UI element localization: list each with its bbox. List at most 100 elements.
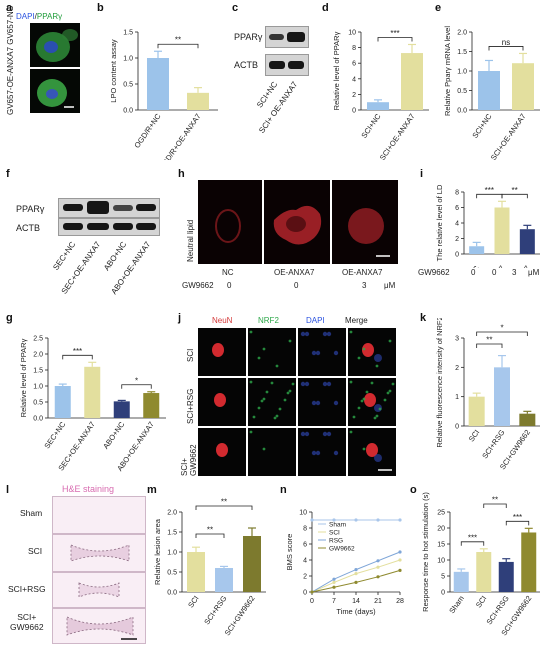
data-point bbox=[398, 550, 402, 554]
nrf2-signal bbox=[383, 398, 387, 402]
nrf2-signal bbox=[378, 407, 382, 411]
data-point bbox=[310, 590, 314, 594]
bar bbox=[498, 561, 514, 592]
data-point bbox=[354, 572, 358, 576]
sig-bracket bbox=[121, 384, 152, 389]
y-axis-label: Relative Pparγ mRNA level bbox=[443, 26, 452, 116]
y-tick-label: 1.0 bbox=[33, 384, 43, 391]
he-rsg-lesion bbox=[78, 582, 120, 598]
panel-label-h: h bbox=[178, 168, 185, 180]
nrf2-signal bbox=[370, 381, 374, 385]
h-gw-label: GW9662 bbox=[182, 281, 214, 290]
if-image-grid bbox=[198, 328, 398, 478]
data-point bbox=[332, 585, 336, 589]
if-image-content bbox=[216, 443, 228, 457]
band bbox=[113, 223, 133, 230]
series-line bbox=[311, 559, 401, 593]
x-axis-label: Time (days) bbox=[336, 607, 376, 616]
y-tick-label: 1 bbox=[455, 394, 459, 401]
nrf2-signal bbox=[257, 356, 261, 360]
panel-label-b: b bbox=[97, 2, 104, 14]
lipid-cell-oe bbox=[273, 205, 322, 245]
y-tick-label: 4 bbox=[303, 558, 307, 565]
row-label-oe: GV657-OE-ANXA7 bbox=[6, 44, 15, 115]
nrf2-signal bbox=[270, 381, 274, 385]
sig-bracket bbox=[501, 193, 528, 199]
sig-label: * bbox=[135, 376, 138, 385]
if-image-cell bbox=[198, 328, 246, 376]
nrf2-signal bbox=[286, 391, 290, 395]
chart-o: 0 5 10 15 20 25 Response time to hot stimulati… bbox=[421, 492, 540, 637]
nrf2-signal bbox=[262, 397, 266, 401]
y-tick-label: 0 bbox=[303, 590, 307, 597]
he-row-rsg: SCI+RSG bbox=[8, 584, 46, 594]
y-tick-label: 8 bbox=[455, 190, 459, 197]
y-tick-label: 2 bbox=[352, 92, 356, 99]
y-tick-label: 10 bbox=[299, 510, 307, 517]
neuron-signal bbox=[362, 343, 374, 357]
sig-bracket bbox=[460, 541, 485, 546]
panel-label-n: n bbox=[280, 484, 287, 496]
y-tick-label: 0 bbox=[352, 108, 356, 115]
y-tick-label: 6 bbox=[455, 205, 459, 212]
neuron-signal bbox=[364, 393, 376, 407]
sig-bracket bbox=[488, 46, 524, 51]
if-image-cell bbox=[298, 428, 346, 476]
neuron-signal bbox=[366, 443, 378, 457]
x-tick-label: SCI+RSG bbox=[202, 594, 228, 626]
y-tick-label: 0.0 bbox=[167, 590, 177, 597]
i-gw-label: GW9662 bbox=[418, 268, 450, 277]
sig-bracket bbox=[476, 193, 503, 199]
nrf2-signal bbox=[375, 364, 379, 368]
blot-c-actb bbox=[265, 54, 309, 76]
if-image-content bbox=[300, 431, 339, 456]
he-gw-lesion bbox=[66, 616, 137, 640]
dapi-signal bbox=[300, 431, 306, 437]
x-tick-label: SCI bbox=[474, 594, 489, 609]
he-sci-lesion bbox=[70, 544, 130, 562]
band bbox=[63, 204, 83, 211]
x-tick-label: SCI+NC bbox=[470, 112, 494, 140]
if-image-content bbox=[249, 380, 295, 420]
i-gw-0a: 0 bbox=[471, 268, 476, 277]
x-tick-label: 21 bbox=[374, 598, 382, 605]
data-point bbox=[376, 518, 380, 522]
bar bbox=[453, 571, 469, 592]
nrf2-signal bbox=[357, 406, 361, 410]
bar bbox=[215, 568, 233, 592]
sig-label: *** bbox=[513, 513, 522, 522]
x-tick-label: 0 bbox=[310, 598, 314, 605]
data-point bbox=[376, 575, 380, 579]
h-gw-0b: 0 bbox=[294, 281, 299, 290]
h-col-oe: OE-ANXA7 bbox=[274, 268, 315, 277]
blot-f-control: ACTB bbox=[16, 223, 41, 233]
y-tick-label: 3 bbox=[455, 336, 459, 343]
nrf2-signal bbox=[386, 391, 390, 395]
if-image-content bbox=[300, 381, 339, 406]
x-tick-label: ABO+NC bbox=[101, 420, 127, 451]
bar bbox=[512, 63, 534, 110]
cell-image-oe bbox=[37, 79, 74, 108]
row-label-nc: GV657-NC bbox=[6, 5, 15, 45]
band bbox=[269, 61, 285, 69]
dapi-signal bbox=[315, 350, 321, 356]
chart-g: 0.0 0.5 1.0 1.5 2.0 2.5 Relative level of PPAR… bbox=[19, 336, 166, 473]
y-tick-label: 25 bbox=[437, 510, 445, 517]
bar bbox=[187, 552, 205, 592]
nrf2-signal bbox=[275, 364, 279, 368]
nrf2-signal bbox=[352, 415, 356, 419]
panel-label-m: m bbox=[147, 484, 157, 496]
nrf2-signal bbox=[262, 347, 266, 351]
data-point bbox=[376, 565, 380, 569]
dapi-signal bbox=[333, 400, 339, 406]
panel-label-c: c bbox=[232, 2, 239, 14]
sig-label: ** bbox=[221, 498, 227, 507]
dapi-signal bbox=[322, 431, 328, 437]
chart-d: 0 2 4 6 8 10 Relative level of PPARγ SCI+NCSCI+… bbox=[332, 29, 429, 160]
he-row-sci: SCI bbox=[28, 546, 43, 556]
if-image-content bbox=[249, 430, 266, 451]
y-tick-label: 0.5 bbox=[167, 570, 177, 577]
if-image-cell bbox=[348, 378, 396, 426]
y-tick-label: 0.5 bbox=[33, 400, 43, 407]
sig-bracket bbox=[377, 37, 413, 42]
